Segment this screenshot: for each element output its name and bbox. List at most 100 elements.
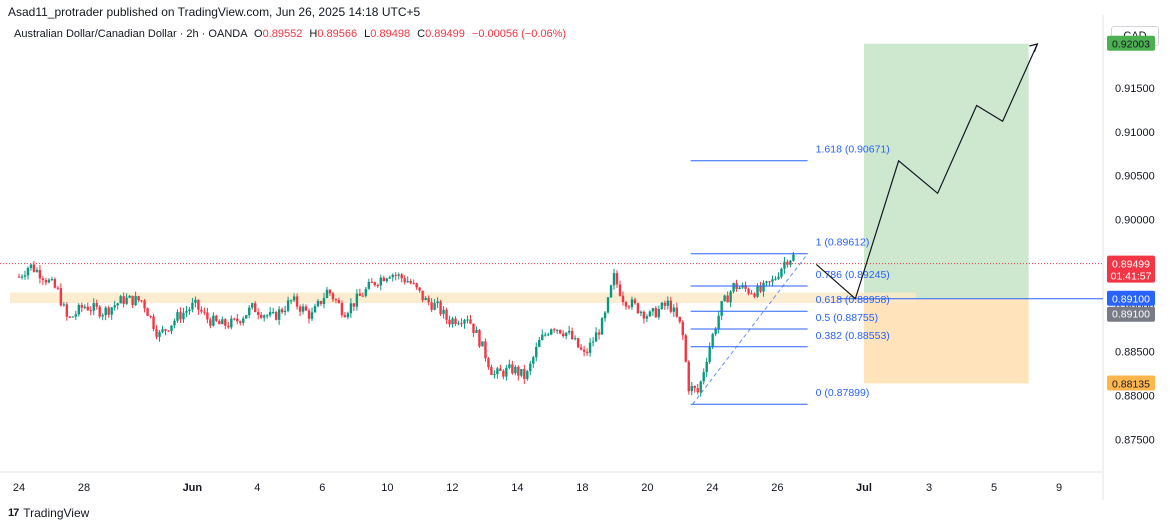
candle-body bbox=[774, 278, 777, 280]
candle-body bbox=[358, 293, 362, 296]
publisher-line: Asad11_protrader published on TradingVie… bbox=[8, 5, 421, 19]
price-chart[interactable]: 0.875000.880000.885000.890000.895000.900… bbox=[0, 0, 1170, 500]
candle-body bbox=[194, 299, 197, 303]
candle-body bbox=[427, 297, 430, 303]
candle-body bbox=[59, 288, 63, 306]
candle-body bbox=[567, 330, 571, 333]
candle-body bbox=[322, 297, 326, 305]
y-tick-label: 0.90000 bbox=[1115, 215, 1155, 227]
candle-body bbox=[585, 351, 589, 353]
candle-body bbox=[113, 305, 116, 308]
candle-body bbox=[493, 374, 496, 376]
symbol-legend: Australian Dollar/Canadian Dollar · 2h ·… bbox=[14, 28, 566, 40]
candle-body bbox=[508, 364, 511, 368]
candle-body bbox=[786, 261, 789, 265]
y-tick-label: 0.87500 bbox=[1115, 434, 1155, 446]
candle-body bbox=[68, 316, 72, 318]
candle-body bbox=[379, 277, 382, 286]
candle-body bbox=[621, 295, 625, 303]
candle-body bbox=[41, 278, 45, 281]
candle-body bbox=[376, 285, 379, 287]
candle-body bbox=[301, 306, 305, 312]
candle-body bbox=[140, 300, 143, 302]
candle-body bbox=[337, 300, 341, 304]
candle-body bbox=[651, 308, 655, 312]
candle-body bbox=[418, 287, 421, 291]
candle-body bbox=[756, 285, 759, 297]
entry-price-label-bg bbox=[1107, 290, 1155, 306]
candle-body bbox=[436, 301, 439, 304]
candle-body bbox=[606, 297, 610, 313]
candle-body bbox=[732, 283, 735, 292]
open-label: O bbox=[254, 28, 263, 40]
candle-body bbox=[254, 303, 257, 313]
candle-body bbox=[442, 309, 445, 314]
candle-body bbox=[277, 309, 281, 320]
candle-body bbox=[591, 341, 595, 343]
candle-body bbox=[200, 309, 203, 312]
candle-body bbox=[74, 314, 78, 317]
candle-body bbox=[421, 290, 424, 301]
candle-body bbox=[484, 341, 487, 359]
candle-body bbox=[316, 300, 320, 307]
bar-countdown-label: 01:41:57 bbox=[1111, 271, 1152, 283]
candle-body bbox=[262, 315, 266, 318]
candle-body bbox=[789, 260, 792, 265]
candle-body bbox=[155, 329, 158, 337]
candle-body bbox=[173, 320, 176, 326]
candle-body bbox=[717, 315, 720, 330]
candle-body bbox=[726, 295, 729, 303]
candle-body bbox=[310, 312, 314, 319]
x-tick-label: 24 bbox=[706, 482, 718, 494]
candle-body bbox=[289, 300, 293, 302]
y-tick-label: 0.88000 bbox=[1115, 390, 1155, 402]
candle-body bbox=[547, 334, 550, 336]
candle-body bbox=[576, 338, 580, 348]
x-tick-label: 24 bbox=[13, 482, 25, 494]
stop-zone bbox=[864, 298, 1029, 384]
candle-body bbox=[209, 319, 212, 326]
candle-body bbox=[370, 281, 374, 283]
candle-body bbox=[654, 308, 658, 318]
candle-body bbox=[385, 278, 388, 282]
close-label: C bbox=[417, 28, 426, 40]
x-tick-label: 9 bbox=[1056, 482, 1062, 494]
candle-body bbox=[62, 304, 66, 306]
candle-body bbox=[538, 339, 541, 347]
candle-body bbox=[119, 296, 122, 304]
candle-body bbox=[116, 303, 119, 306]
candle-body bbox=[618, 284, 622, 296]
candle-body bbox=[179, 312, 182, 320]
candle-body bbox=[227, 325, 230, 328]
candle-body bbox=[110, 307, 113, 315]
candle-body bbox=[188, 309, 191, 312]
candle-body bbox=[271, 311, 275, 313]
candle-body bbox=[107, 307, 110, 315]
candle-body bbox=[490, 367, 493, 375]
candle-body bbox=[765, 281, 768, 283]
candle-body bbox=[523, 369, 526, 379]
candle-body bbox=[352, 303, 356, 307]
candle-body bbox=[696, 388, 699, 393]
candle-body bbox=[570, 330, 574, 340]
stop-price-label: 0.88135 bbox=[1112, 378, 1150, 390]
candle-body bbox=[597, 332, 601, 335]
candle-body bbox=[283, 310, 287, 313]
x-tick-label: 12 bbox=[446, 482, 458, 494]
x-tick-label: Jul bbox=[856, 482, 872, 494]
candle-body bbox=[672, 307, 676, 312]
candle-body bbox=[627, 306, 631, 308]
footer-brand[interactable]: 17 TradingView bbox=[8, 506, 89, 520]
candle-body bbox=[292, 296, 296, 301]
candle-body bbox=[532, 357, 535, 364]
stop-price-label-bg bbox=[1107, 375, 1155, 391]
candle-body bbox=[684, 335, 687, 362]
candle-body bbox=[705, 361, 708, 373]
candle-body bbox=[777, 276, 780, 279]
candle-body bbox=[236, 318, 239, 322]
candle-body bbox=[50, 279, 54, 281]
candle-body bbox=[47, 279, 51, 283]
candle-body bbox=[53, 279, 57, 288]
candle-body bbox=[681, 321, 684, 336]
candle-body bbox=[143, 300, 146, 309]
